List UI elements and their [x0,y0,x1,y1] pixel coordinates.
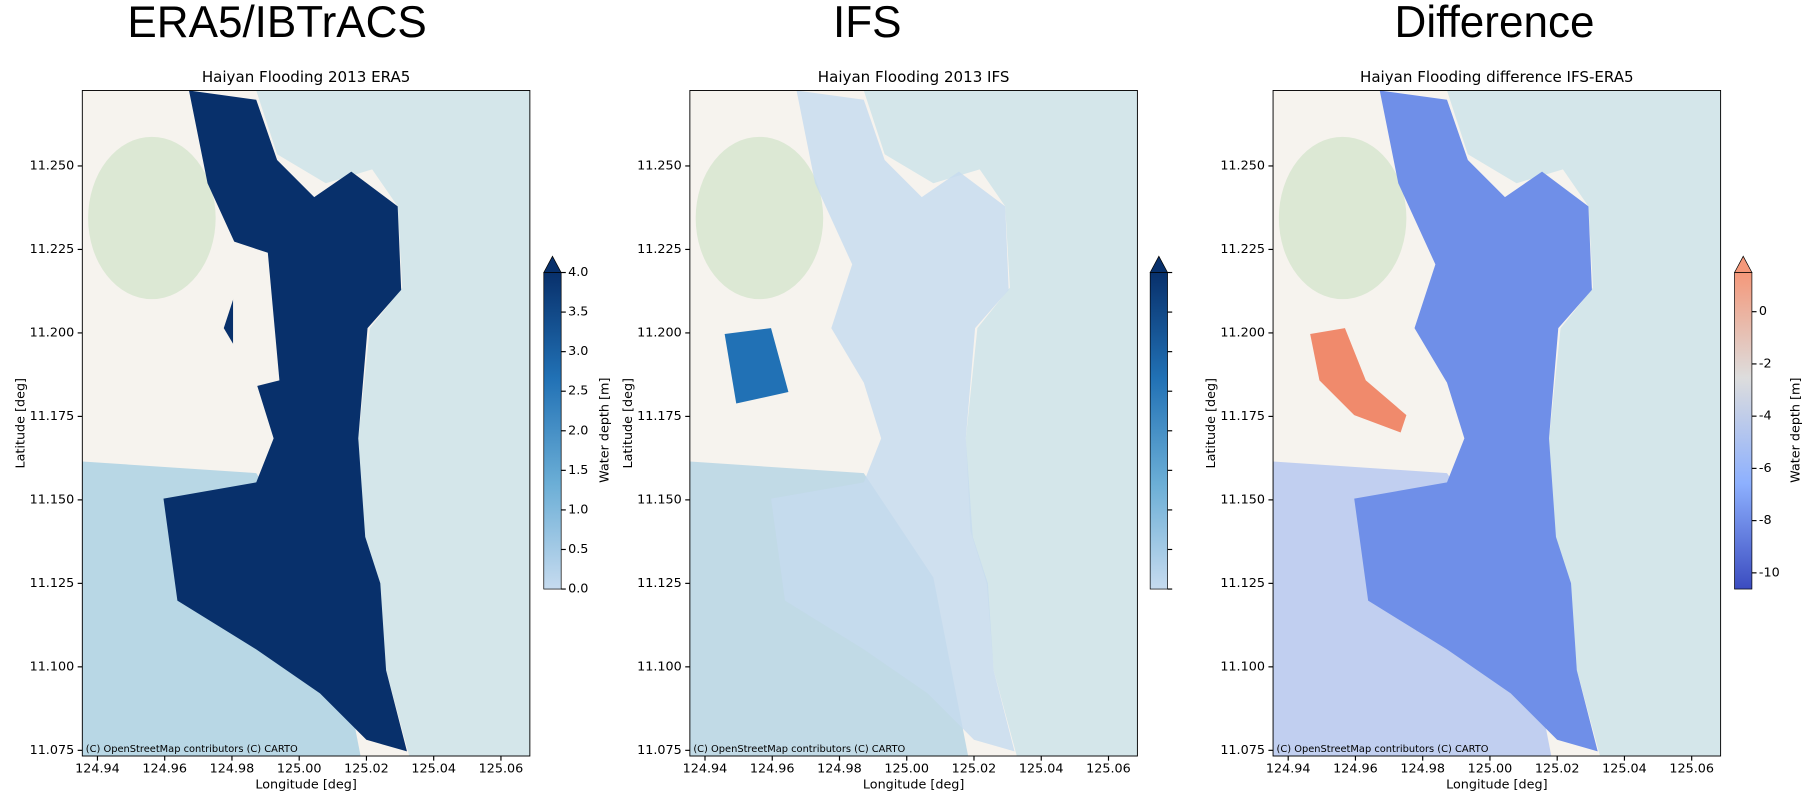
colorbar-extend [1733,255,1753,273]
y-tick-label: 11.200 [637,325,682,340]
y-tick-label: 11.100 [30,659,75,674]
y-tick-label: 11.125 [30,576,75,591]
x-tick-label: 125.06 [479,761,524,776]
positive-difference [1310,328,1407,433]
colorbar-extend [543,255,562,273]
panel-heading: ERA5/IBTrACS [127,0,426,47]
y-axis-label: Latitude [deg] [13,378,28,469]
y-tick-label: 11.175 [637,409,682,424]
colorbar-tick-label: -6 [1759,461,1772,476]
x-tick-label: 124.98 [210,761,255,776]
y-tick-label: 11.250 [30,158,75,173]
x-axis-label: Longitude [deg] [255,777,356,792]
x-tick-label: 125.02 [1535,761,1580,776]
y-tick-label: 11.150 [637,492,682,507]
y-tick-label: 11.225 [1220,242,1265,257]
x-tick-label: 124.94 [75,761,120,776]
y-tick-label: 11.175 [30,409,75,424]
x-tick-label: 124.98 [817,761,862,776]
axes-frame [689,90,1138,757]
x-tick-label: 124.94 [1266,761,1311,776]
chart-title: Haiyan Flooding 2013 IFS [818,68,1010,86]
x-tick-label: 125.02 [952,761,997,776]
x-tick-label: 125.04 [1602,761,1647,776]
x-tick-label: 125.04 [1019,761,1064,776]
x-tick-label: 124.94 [683,761,728,776]
colorbar-tick-label: -10 [1759,565,1780,580]
panel-heading: Difference [1395,0,1595,47]
colorbar-tick-label: 0.0 [568,582,588,597]
park [88,136,216,300]
colorbar-tick-label: 3.5 [568,305,588,320]
y-tick-label: 11.125 [637,576,682,591]
colorbar-tick-label: 4.0 [568,265,588,280]
x-axis-label: Longitude [deg] [1446,777,1547,792]
map-panel [689,90,1138,757]
colorbar [1734,272,1753,590]
y-tick-label: 11.225 [637,242,682,257]
flood-area [724,328,789,404]
colorbar-tick-label: -4 [1759,409,1772,424]
colorbar-label: Water depth [m] [1788,378,1803,483]
colorbar-tick-label: 0.5 [568,542,588,557]
x-tick-label: 125.04 [411,761,456,776]
colorbar-tick-label: -2 [1759,356,1772,371]
colorbar [543,272,562,590]
x-tick-label: 124.98 [1400,761,1445,776]
y-tick-label: 11.075 [637,743,682,758]
map-panel [1273,90,1721,757]
attribution: (C) OpenStreetMap contributors (C) CARTO [1277,744,1489,755]
colorbar-tick-label: 2.0 [568,423,588,438]
y-tick-label: 11.125 [1220,576,1265,591]
x-axis-label: Longitude [deg] [863,777,964,792]
y-tick-label: 11.200 [1220,325,1265,340]
colorbar-tick-label: 1.0 [568,502,588,517]
x-tick-label: 124.96 [1333,761,1378,776]
colorbar-label: Water depth [m] [598,378,613,483]
colorbar-tick-label: 0 [1759,304,1767,319]
colorbar-tick-label: 1.5 [568,463,588,478]
y-tick-label: 11.150 [30,492,75,507]
chart-title: Haiyan Flooding 2013 ERA5 [202,68,411,86]
y-tick-label: 11.200 [30,325,75,340]
axes-frame [81,90,531,757]
x-tick-label: 125.06 [1086,761,1131,776]
map-panel [82,90,530,757]
x-tick-label: 125.00 [884,761,929,776]
panel-heading: IFS [833,0,902,47]
attribution: (C) OpenStreetMap contributors (C) CARTO [86,744,298,755]
colorbar-tick-label: -8 [1759,513,1772,528]
y-tick-label: 11.250 [637,158,682,173]
y-tick-label: 11.175 [1220,409,1265,424]
y-axis-label: Latitude [deg] [621,378,636,469]
x-tick-label: 125.00 [1468,761,1513,776]
y-tick-label: 11.100 [637,659,682,674]
attribution: (C) OpenStreetMap contributors (C) CARTO [693,744,905,755]
colorbar-tick-label: 3.0 [568,344,588,359]
colorbar-extend [1149,255,1169,273]
y-tick-label: 11.075 [1220,743,1265,758]
y-tick-label: 11.075 [30,743,75,758]
x-tick-label: 124.96 [750,761,795,776]
dry-area [233,241,280,392]
x-tick-label: 125.06 [1669,761,1714,776]
x-tick-label: 125.00 [277,761,322,776]
axes-frame [1272,90,1722,757]
y-tick-label: 11.250 [1220,158,1265,173]
colorbar [1149,272,1168,590]
chart-title: Haiyan Flooding difference IFS-ERA5 [1360,68,1634,86]
park [1278,136,1407,300]
park [695,136,824,300]
x-tick-label: 125.02 [344,761,389,776]
y-axis-label: Latitude [deg] [1204,378,1219,469]
y-tick-label: 11.150 [1220,492,1265,507]
y-tick-label: 11.225 [30,242,75,257]
x-tick-label: 124.96 [142,761,187,776]
y-tick-label: 11.100 [1220,659,1265,674]
colorbar-tick-label: 2.5 [568,384,588,399]
